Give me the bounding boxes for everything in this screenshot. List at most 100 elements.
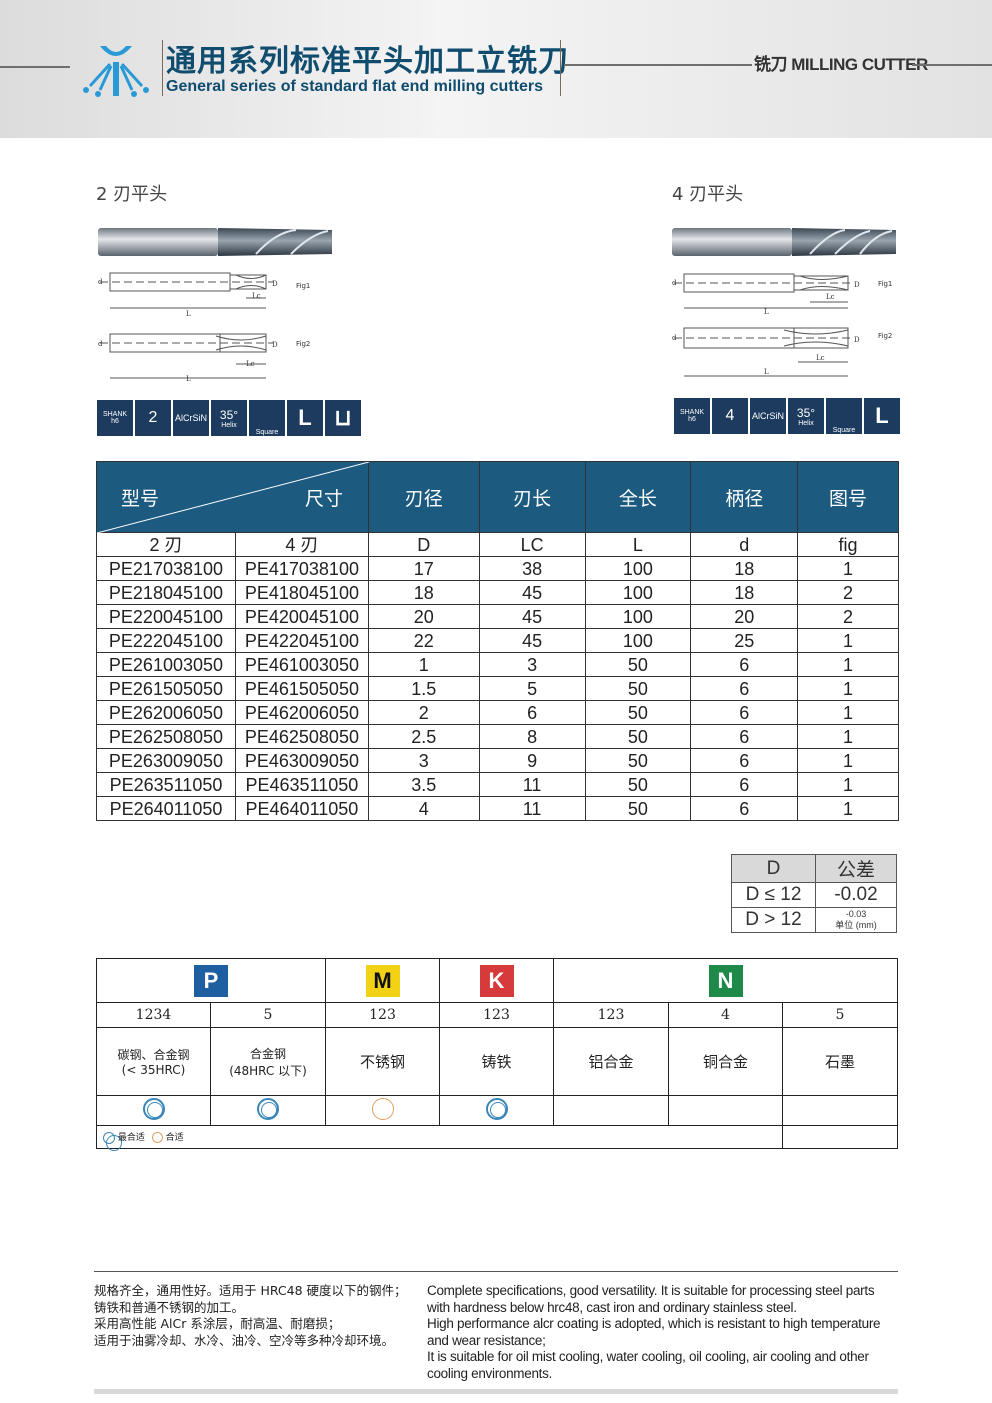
table-cell: 100 [584,556,692,581]
table-cell: PE217038100 [96,556,236,581]
suitability-cell [210,1095,326,1126]
table-cell: 1 [797,748,899,773]
u-profile-icon: ⊔ [325,400,361,436]
feature-icons-2-flute: SHANK h6 2 AlCrSiN 35° Helix Square L ⊔ [97,400,361,436]
coating-icon: AlCrSiN [750,398,786,434]
material-group-m: M [365,964,400,997]
table-cell: 1 [797,676,899,701]
table-cell: 4 [367,796,480,821]
divider [560,40,561,96]
table-cell: PE422045100 [234,628,369,653]
material-name: 不锈钢 [325,1027,440,1096]
description-line: 铸铁和普通不锈钢的加工。 [94,1299,245,1315]
material-name: 石墨 [782,1027,898,1096]
table-cell: 6 [690,796,799,821]
subheader-cell: 4 刃 [234,532,369,557]
table-cell: PE262006050 [96,700,236,725]
table-cell: 3 [367,748,480,773]
unit-note: 单位 (mm) [835,920,877,930]
table-cell: 3 [478,652,586,677]
material-group-n: N [708,964,743,997]
subheader-cell: 2 刃 [96,532,236,557]
brand-logo [83,46,149,97]
table-cell: 1 [797,724,899,749]
page-header [0,0,992,138]
svg-text:d: d [672,334,677,342]
table-cell: 100 [584,628,692,653]
category-label: 铣刀 MILLING CUTTER [754,55,928,74]
table-cell: 18 [367,580,480,605]
table-cell: 1 [797,652,899,677]
description-line: It is suitable for oil mist cooling, wat… [427,1349,869,1364]
svg-text:d: d [98,340,103,348]
table-cell: 1.5 [367,676,480,701]
fig1-label: Fig1 [296,282,310,290]
material-name: 合金钢 (48HRC 以下) [210,1027,326,1096]
table-cell: 6 [690,724,799,749]
material-number: 4 [668,1002,783,1028]
svg-text:Lc: Lc [816,354,825,362]
table-cell: 6 [690,676,799,701]
table-cell: 45 [478,628,586,653]
table-row: PE217038100 PE417038100 17 38 100 18 1 [96,556,899,581]
tool-drawing-2-flute: L L Lc Lc d d D D Fig1 Fig2 [98,272,310,383]
table-cell: PE261003050 [96,652,236,677]
description-en: Complete specifications, good versatilit… [427,1283,917,1382]
table-cell: PE417038100 [234,556,369,581]
table-cell: PE222045100 [96,628,236,653]
table-cell: 45 [478,580,586,605]
material-number: 123 [439,1002,554,1028]
column-header: 全长 [584,461,692,533]
table-cell: PE218045100 [96,580,236,605]
table-cell: 50 [584,748,692,773]
table-cell: 20 [367,604,480,629]
shank-icon: SHANK h6 [97,400,133,436]
table-cell: 11 [478,796,586,821]
table-row: PE263009050 PE463009050 3 9 50 6 1 [96,748,899,773]
svg-text:D: D [854,281,860,289]
table-cell: 8 [478,724,586,749]
divider [94,1389,898,1394]
square-end-icon: Square [249,400,285,436]
table-cell: PE461003050 [234,652,369,677]
table-cell: 38 [478,556,586,581]
tool-photo-2-flute [98,228,332,256]
fig1-label: Fig1 [878,280,892,288]
table-cell: 25 [690,628,799,653]
helix-icon: 35° Helix [211,400,247,436]
subheader-cell: LC [478,532,586,557]
best-fit-icon [142,1097,165,1120]
table-row: PE262006050 PE462006050 2 6 50 6 1 [96,700,899,725]
fig2-label: Fig2 [878,332,892,340]
table-cell: 1 [797,700,899,725]
table-row: PE261003050 PE461003050 1 3 50 6 1 [96,652,899,677]
table-cell: 50 [584,700,692,725]
table-row: PE222045100 PE422045100 22 45 100 25 1 [96,628,899,653]
table-cell: 1 [797,628,899,653]
tool-photo-4-flute [672,228,896,256]
table-row: PE262508050 PE462508050 2.5 8 50 6 1 [96,724,899,749]
table-cell: 1 [797,796,899,821]
tool-drawing-4-flute: L L Lc Lc d d D D Fig1 Fig2 [672,273,892,377]
column-header: 刃长 [478,461,586,533]
helix-icon: 35° Helix [788,398,824,434]
table-cell: PE264011050 [96,796,236,821]
material-group-k: K [479,964,514,997]
svg-text:d: d [672,279,677,287]
section-title-4-flute: 4 刃平头 [672,184,744,205]
divider [94,1271,898,1272]
good-fit-icon [371,1097,394,1120]
table-cell: 2.5 [367,724,480,749]
table-cell: PE461505050 [234,676,369,701]
coating-icon: AlCrSiN [173,400,209,436]
l-profile-icon: L [287,400,323,436]
svg-text:D: D [272,280,278,288]
best-fit-icon [485,1097,508,1120]
table-cell: 45 [478,604,586,629]
material-name: 铸铁 [439,1027,554,1096]
table-cell: PE418045100 [234,580,369,605]
page-subtitle: General series of standard flat end mill… [166,78,543,95]
table-cell: 2 [367,700,480,725]
table-cell: PE220045100 [96,604,236,629]
